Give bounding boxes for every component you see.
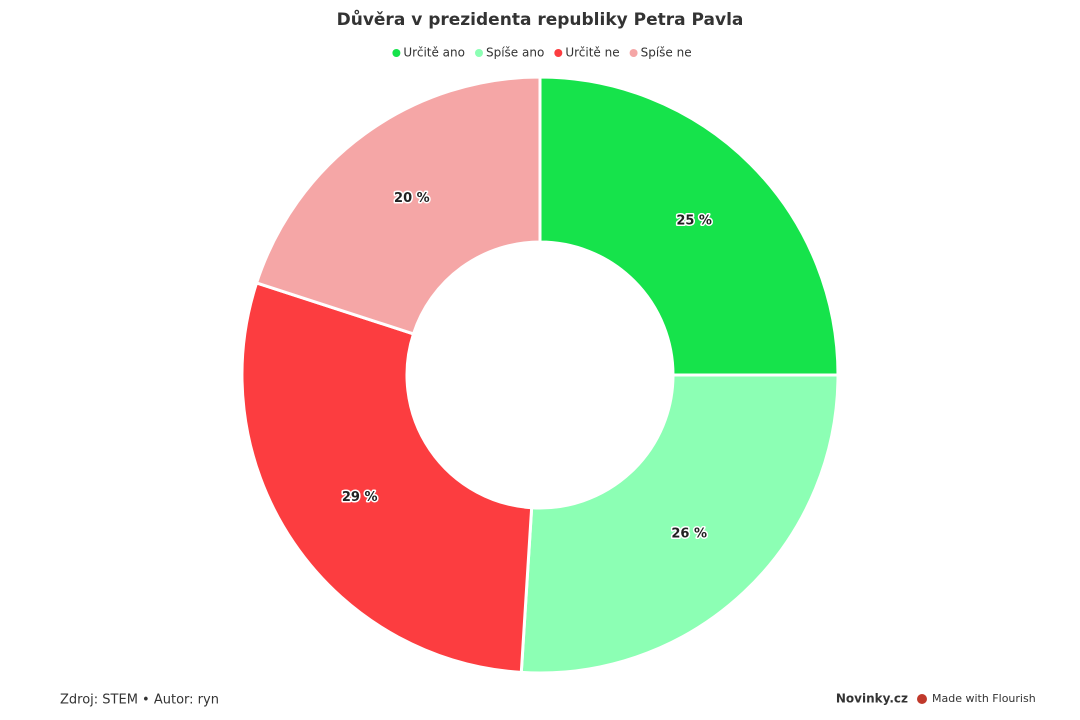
legend-swatch [554, 49, 563, 57]
slice [519, 373, 840, 675]
legend-swatch [392, 49, 401, 57]
legend-item: Spíše ano [474, 46, 544, 60]
flourish-icon [917, 694, 927, 704]
legend-item: Určitě ne [554, 46, 620, 60]
legend-label: Určitě ne [565, 46, 619, 60]
value-label: 25 % [676, 213, 712, 228]
made-with: Made with Flourish [932, 692, 1036, 705]
legend-swatch [474, 49, 483, 57]
slice [240, 281, 534, 675]
legend-item: Spíše ne [629, 46, 692, 60]
slice [538, 75, 840, 377]
source: Zdroj: STEM • Autor: ryn [60, 693, 219, 708]
value-label: 20 % [394, 191, 430, 206]
legend-label: Spíše ano [486, 46, 544, 60]
slices [240, 75, 840, 675]
chart-title: Důvěra v prezidenta republiky Petra Pavl… [337, 8, 744, 30]
legend-label: Určitě ano [403, 46, 465, 60]
value-label: 29 % [342, 490, 378, 505]
value-label: 26 % [671, 526, 707, 541]
slice [254, 75, 542, 336]
legend-label: Spíše ne [641, 46, 692, 60]
legend-item: Určitě ano [392, 46, 465, 60]
brand: Novinky.cz [836, 692, 908, 706]
legend-swatch [629, 49, 638, 57]
legend: Určitě ano Spíše ano Určitě ne Spíše ne [392, 46, 692, 60]
